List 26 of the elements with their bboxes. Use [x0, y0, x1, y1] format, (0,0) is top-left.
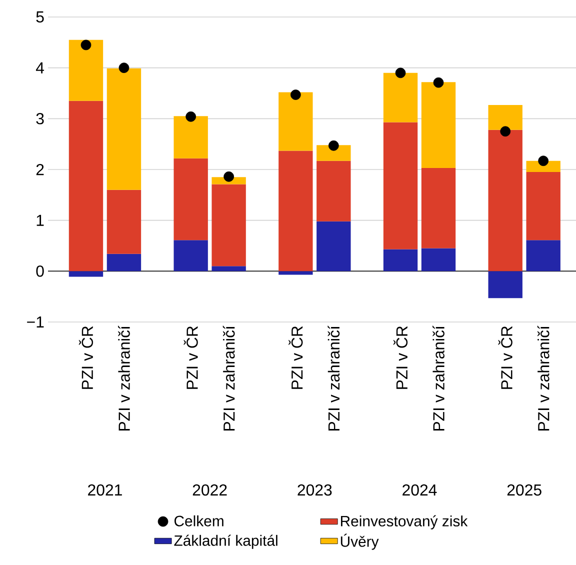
y-tick-label: 2 — [36, 164, 44, 176]
x-tick-label: PZI v ČR — [184, 326, 198, 389]
y-tick-label: 3 — [36, 113, 44, 124]
x-tick-label: PZI v ČR — [498, 326, 512, 389]
legend-label: Reinvestovaný zisk — [341, 515, 468, 530]
text: 2021 — [88, 484, 122, 496]
y-tick-label: −1 — [27, 316, 44, 328]
x-tick-label: PZI v zahraničí — [328, 326, 340, 431]
x-tick-label: PZI v ČR — [393, 326, 408, 389]
x-tick-label: PZI v zahraničí — [118, 326, 130, 431]
legend-label: Úvěry — [340, 534, 379, 550]
x-tick-label: PZI v zahraničí — [222, 326, 235, 431]
x-tick-label: PZI v ČR — [288, 326, 303, 389]
x-tick-label: PZI v zahraničí — [537, 326, 550, 431]
text: 2025 — [507, 484, 542, 496]
x-tick-label: PZI v zahraničí — [432, 326, 444, 431]
y-tick-label: 4 — [36, 62, 44, 74]
x-tick-label: PZI v ČR — [78, 326, 94, 389]
legend-label: Základní kapitál — [174, 534, 278, 549]
text: 2022 — [192, 484, 227, 496]
text: 2023 — [298, 484, 332, 496]
legend-label: Celkem — [174, 515, 224, 526]
y-tick-label: 0 — [36, 266, 44, 277]
text: 2024 — [402, 484, 437, 496]
y-tick-label: 1 — [36, 214, 44, 226]
y-tick-label: 5 — [36, 11, 44, 23]
